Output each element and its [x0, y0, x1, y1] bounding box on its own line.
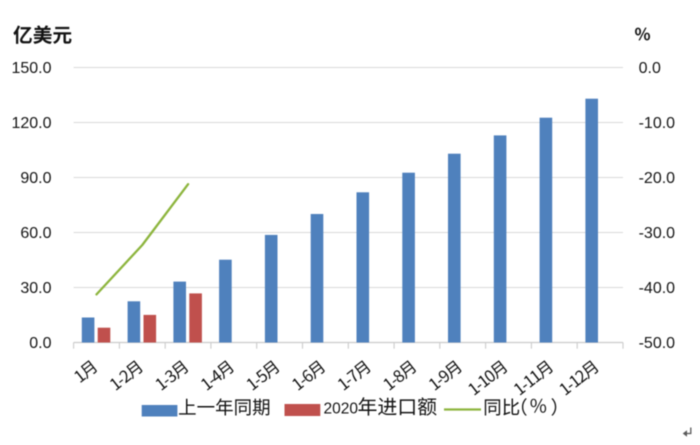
svg-text:-20.0: -20.0 — [639, 170, 676, 187]
svg-text:30.0: 30.0 — [20, 280, 51, 297]
svg-text:0.0: 0.0 — [639, 60, 661, 77]
svg-text:-10.0: -10.0 — [639, 115, 676, 132]
svg-text:2020: 2020 — [324, 401, 359, 418]
svg-text:0.0: 0.0 — [29, 335, 51, 352]
svg-text:120.0: 120.0 — [11, 115, 51, 132]
svg-text:150.0: 150.0 — [11, 60, 51, 77]
svg-text:-30.0: -30.0 — [639, 225, 676, 242]
svg-text:60.0: 60.0 — [20, 225, 51, 242]
svg-text:90.0: 90.0 — [20, 170, 51, 187]
svg-text:-50.0: -50.0 — [639, 335, 676, 352]
svg-text:-40.0: -40.0 — [639, 280, 676, 297]
